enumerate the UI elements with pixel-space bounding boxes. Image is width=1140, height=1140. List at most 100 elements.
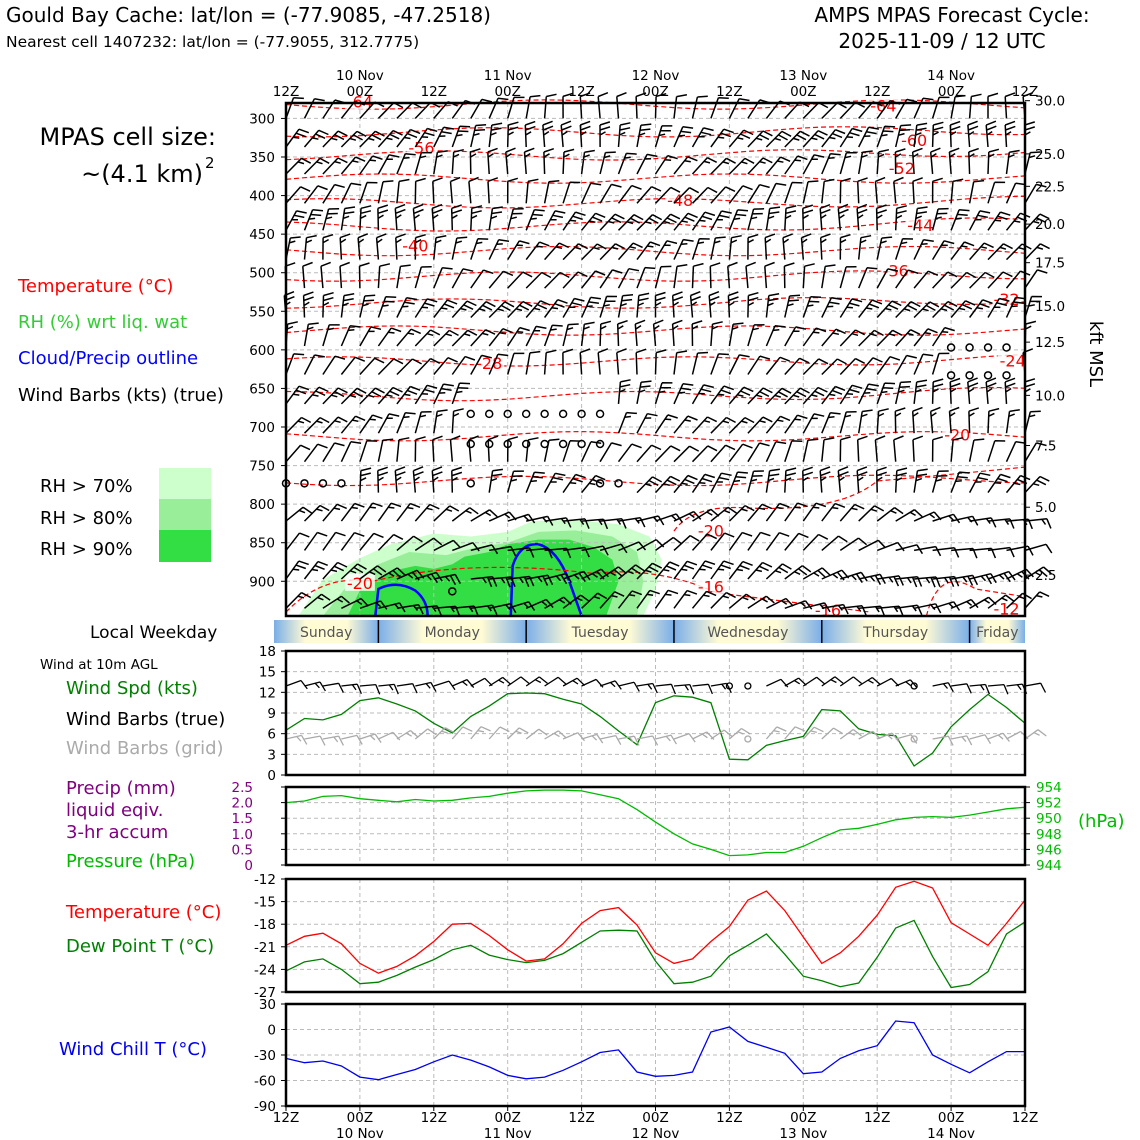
wind-barb-true (341, 683, 362, 695)
upper-wind-barb (765, 325, 786, 347)
bottom-time-label: 12Z (568, 1110, 594, 1126)
upper-wind-barb (821, 264, 836, 289)
pressure-line (285, 789, 1026, 857)
upper-wind-barb (470, 576, 498, 588)
upper-wind-barb (673, 264, 688, 289)
calm-circle (466, 479, 475, 488)
calm-circle (614, 479, 623, 488)
upper-wind-barb (433, 299, 458, 318)
upper-wind-barb (636, 153, 658, 175)
wind-barb-grid (784, 726, 805, 740)
upper-wind-barb (359, 532, 384, 551)
upper-wind-barb (377, 466, 389, 493)
upper-wind-barb (396, 569, 425, 581)
kft-tick-label: 20.0 (1035, 217, 1065, 233)
upper-wind-barb (876, 148, 890, 175)
upper-wind-barb (322, 387, 348, 405)
wind-barb-grid (341, 734, 363, 745)
upper-wind-barb (396, 178, 410, 204)
precip-ytick-label: 2.0 (232, 796, 253, 812)
isotherm (285, 217, 1026, 232)
calm-circle (521, 409, 531, 419)
upper-wind-barb (691, 262, 704, 289)
kft-tick-label: 17.5 (1035, 256, 1065, 272)
isotherm-label-bg (695, 577, 726, 595)
wind-barb-grid (599, 734, 622, 746)
upper-wind-barb (728, 157, 755, 175)
upper-wind-barb (302, 261, 313, 289)
rh90-swatch (159, 530, 211, 562)
upper-wind-barb (412, 466, 424, 493)
upper-wind-barb (987, 407, 1000, 434)
upper-wind-barb (507, 326, 530, 347)
upper-wind-barb (617, 267, 640, 289)
wind-ytick-label: 6 (267, 727, 276, 743)
upper-wind-barb (525, 178, 539, 204)
upper-wind-barb (894, 380, 912, 405)
cell-size-value: ~(4.1 km) (81, 160, 203, 188)
upper-wind-barb (433, 573, 461, 586)
upper-wind-barb (747, 416, 773, 434)
wind-barb-grid (285, 734, 308, 745)
upper-wind-barb (285, 385, 310, 405)
upper-wind-barb (802, 466, 814, 493)
upper-wind-barb (671, 319, 683, 347)
upper-wind-barb (322, 291, 334, 318)
upper-wind-barb (784, 130, 810, 148)
upper-wind-barb (617, 184, 642, 204)
upper-wind-barb (414, 537, 443, 552)
wind-barb-grid (710, 729, 733, 740)
upper-wind-barb (616, 92, 627, 119)
isotherm-label-bg (695, 521, 726, 539)
upper-wind-barb (285, 157, 312, 175)
upper-wind-barb (1024, 566, 1052, 580)
wind-barb-grid (433, 727, 455, 740)
upper-wind-barb (911, 147, 923, 175)
calm-circle (595, 439, 605, 449)
wind-calm-true (910, 682, 918, 690)
upper-wind-barb (967, 377, 979, 404)
upper-wind-barb (914, 576, 941, 588)
upper-wind-barb (581, 568, 609, 580)
top-date-label: 10 Nov (336, 68, 384, 84)
bottom-time-label: 00Z (642, 1110, 668, 1126)
upper-wind-barb (636, 241, 661, 261)
top-time-label: 00Z (494, 84, 520, 100)
calm-circle (448, 587, 457, 596)
upper-wind-barb (617, 214, 644, 231)
upper-wind-barb (673, 187, 700, 204)
pressure-tick-label: 300 (249, 111, 275, 127)
top-time-label: 12Z (1012, 84, 1038, 100)
upper-wind-barb (876, 236, 893, 260)
upper-wind-barb (728, 209, 749, 231)
legend-temperature: Temperature (°C) (17, 276, 173, 297)
legend-wind-barbs: Wind Barbs (kts) (true) (18, 385, 224, 406)
upper-wind-barb (821, 358, 847, 376)
upper-wind-barb (858, 357, 883, 375)
upper-wind-barb (470, 509, 498, 522)
calm-circle (965, 343, 974, 352)
upper-wind-barb (747, 208, 765, 231)
upper-wind-barb (950, 241, 975, 261)
upper-wind-barb (728, 234, 742, 260)
upper-wind-barb (562, 323, 579, 347)
upper-wind-barb (303, 560, 328, 580)
top-time-label: 12Z (273, 84, 299, 100)
wind-barb-grid (618, 735, 640, 746)
upper-wind-barb (710, 186, 736, 204)
upper-wind-barb (468, 176, 479, 204)
upper-wind-barb (377, 204, 389, 231)
wind-calm-true (744, 682, 752, 690)
upper-wind-barb (784, 532, 809, 551)
cell-size-title: MPAS cell size: (40, 123, 216, 151)
wind-barb-true (562, 677, 586, 687)
upper-wind-barb (433, 357, 458, 375)
upper-wind-barb (747, 130, 773, 148)
upper-wind-barb (580, 182, 602, 204)
upper-wind-barb (617, 122, 631, 148)
upper-wind-barb (950, 94, 966, 119)
kft-tick-label: 5.0 (1035, 500, 1056, 516)
wind-barb-true (692, 683, 713, 695)
bottom-date-label: 10 Nov (336, 1126, 384, 1140)
upper-wind-barb (303, 443, 328, 463)
